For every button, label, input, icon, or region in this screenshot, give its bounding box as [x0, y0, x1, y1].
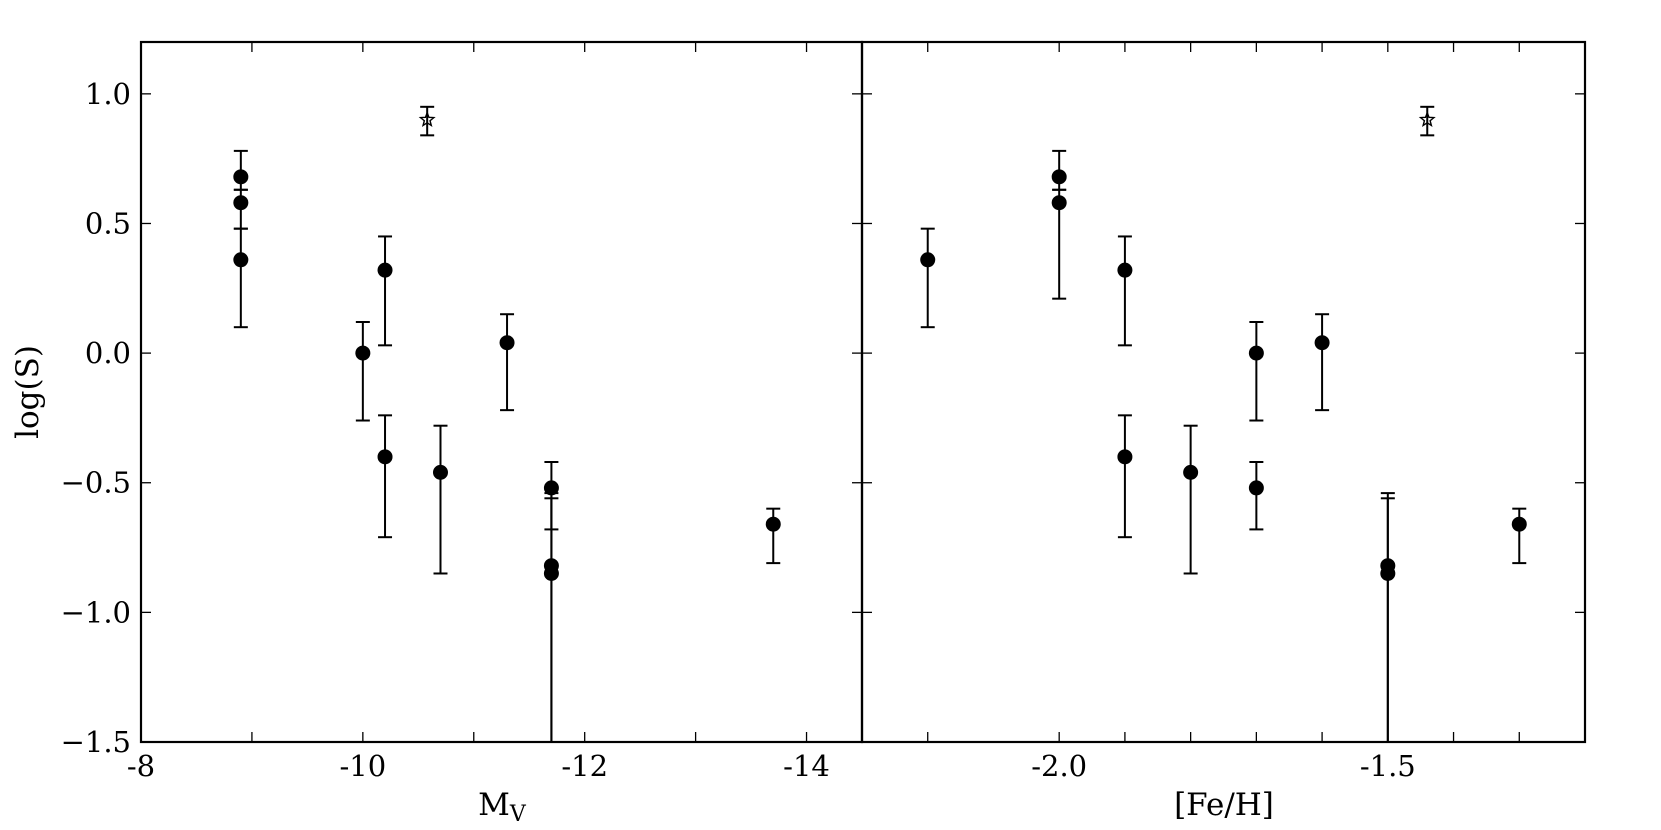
- y-tick-label: 0.0: [85, 336, 131, 370]
- data-point: [1051, 169, 1067, 185]
- plot-frame: [139, 40, 864, 744]
- y-tick-label: −1.0: [61, 595, 131, 629]
- x-axis-label-main: M: [478, 787, 510, 823]
- left-panel: -8 -10 -12 -14 1.0 0.5 0.0 −0.5 −1.0 −1.5: [61, 40, 864, 783]
- y-tick-label: −0.5: [61, 466, 131, 500]
- data-point: [377, 449, 393, 465]
- right-panel: -2.0 -1.5: [860, 40, 1587, 783]
- data-point: [1117, 449, 1133, 465]
- data-point: [1380, 565, 1396, 581]
- data-point: [377, 262, 393, 278]
- y-tick-label: 1.0: [85, 77, 131, 111]
- data-point: [233, 252, 249, 268]
- data-point: [233, 169, 249, 185]
- data-point: [1117, 262, 1133, 278]
- data-point: [1248, 480, 1264, 496]
- x-tick-label: -1.5: [1360, 749, 1416, 783]
- data-point: [1248, 345, 1264, 361]
- x-axis-label-left: MV: [478, 787, 527, 827]
- x-tick-label: -14: [783, 749, 830, 783]
- data-point: [765, 516, 781, 532]
- data-point: [1314, 335, 1330, 351]
- x-axis-label-subscript: V: [509, 802, 527, 827]
- data-point: [1511, 516, 1527, 532]
- data-point: [543, 565, 559, 581]
- data-point: [1051, 195, 1067, 211]
- data-point: [543, 480, 559, 496]
- x-tick-label: -8: [127, 749, 155, 783]
- x-tick-label: -10: [339, 749, 386, 783]
- plot-frame: [860, 40, 1587, 744]
- star-marker: [1418, 110, 1436, 128]
- y-tick-label: 0.5: [85, 206, 131, 240]
- x-tick-label: -2.0: [1031, 749, 1087, 783]
- data-point: [920, 252, 936, 268]
- data-point: [233, 195, 249, 211]
- y-axis-label: log(S): [10, 345, 46, 439]
- data-point: [1183, 464, 1199, 480]
- data-point: [432, 464, 448, 480]
- star-marker: [418, 110, 436, 128]
- data-point: [499, 335, 515, 351]
- x-axis-label-right: [Fe/H]: [1174, 787, 1274, 823]
- y-tick-label: −1.5: [61, 725, 131, 759]
- x-tick-label: -12: [561, 749, 608, 783]
- data-point: [355, 345, 371, 361]
